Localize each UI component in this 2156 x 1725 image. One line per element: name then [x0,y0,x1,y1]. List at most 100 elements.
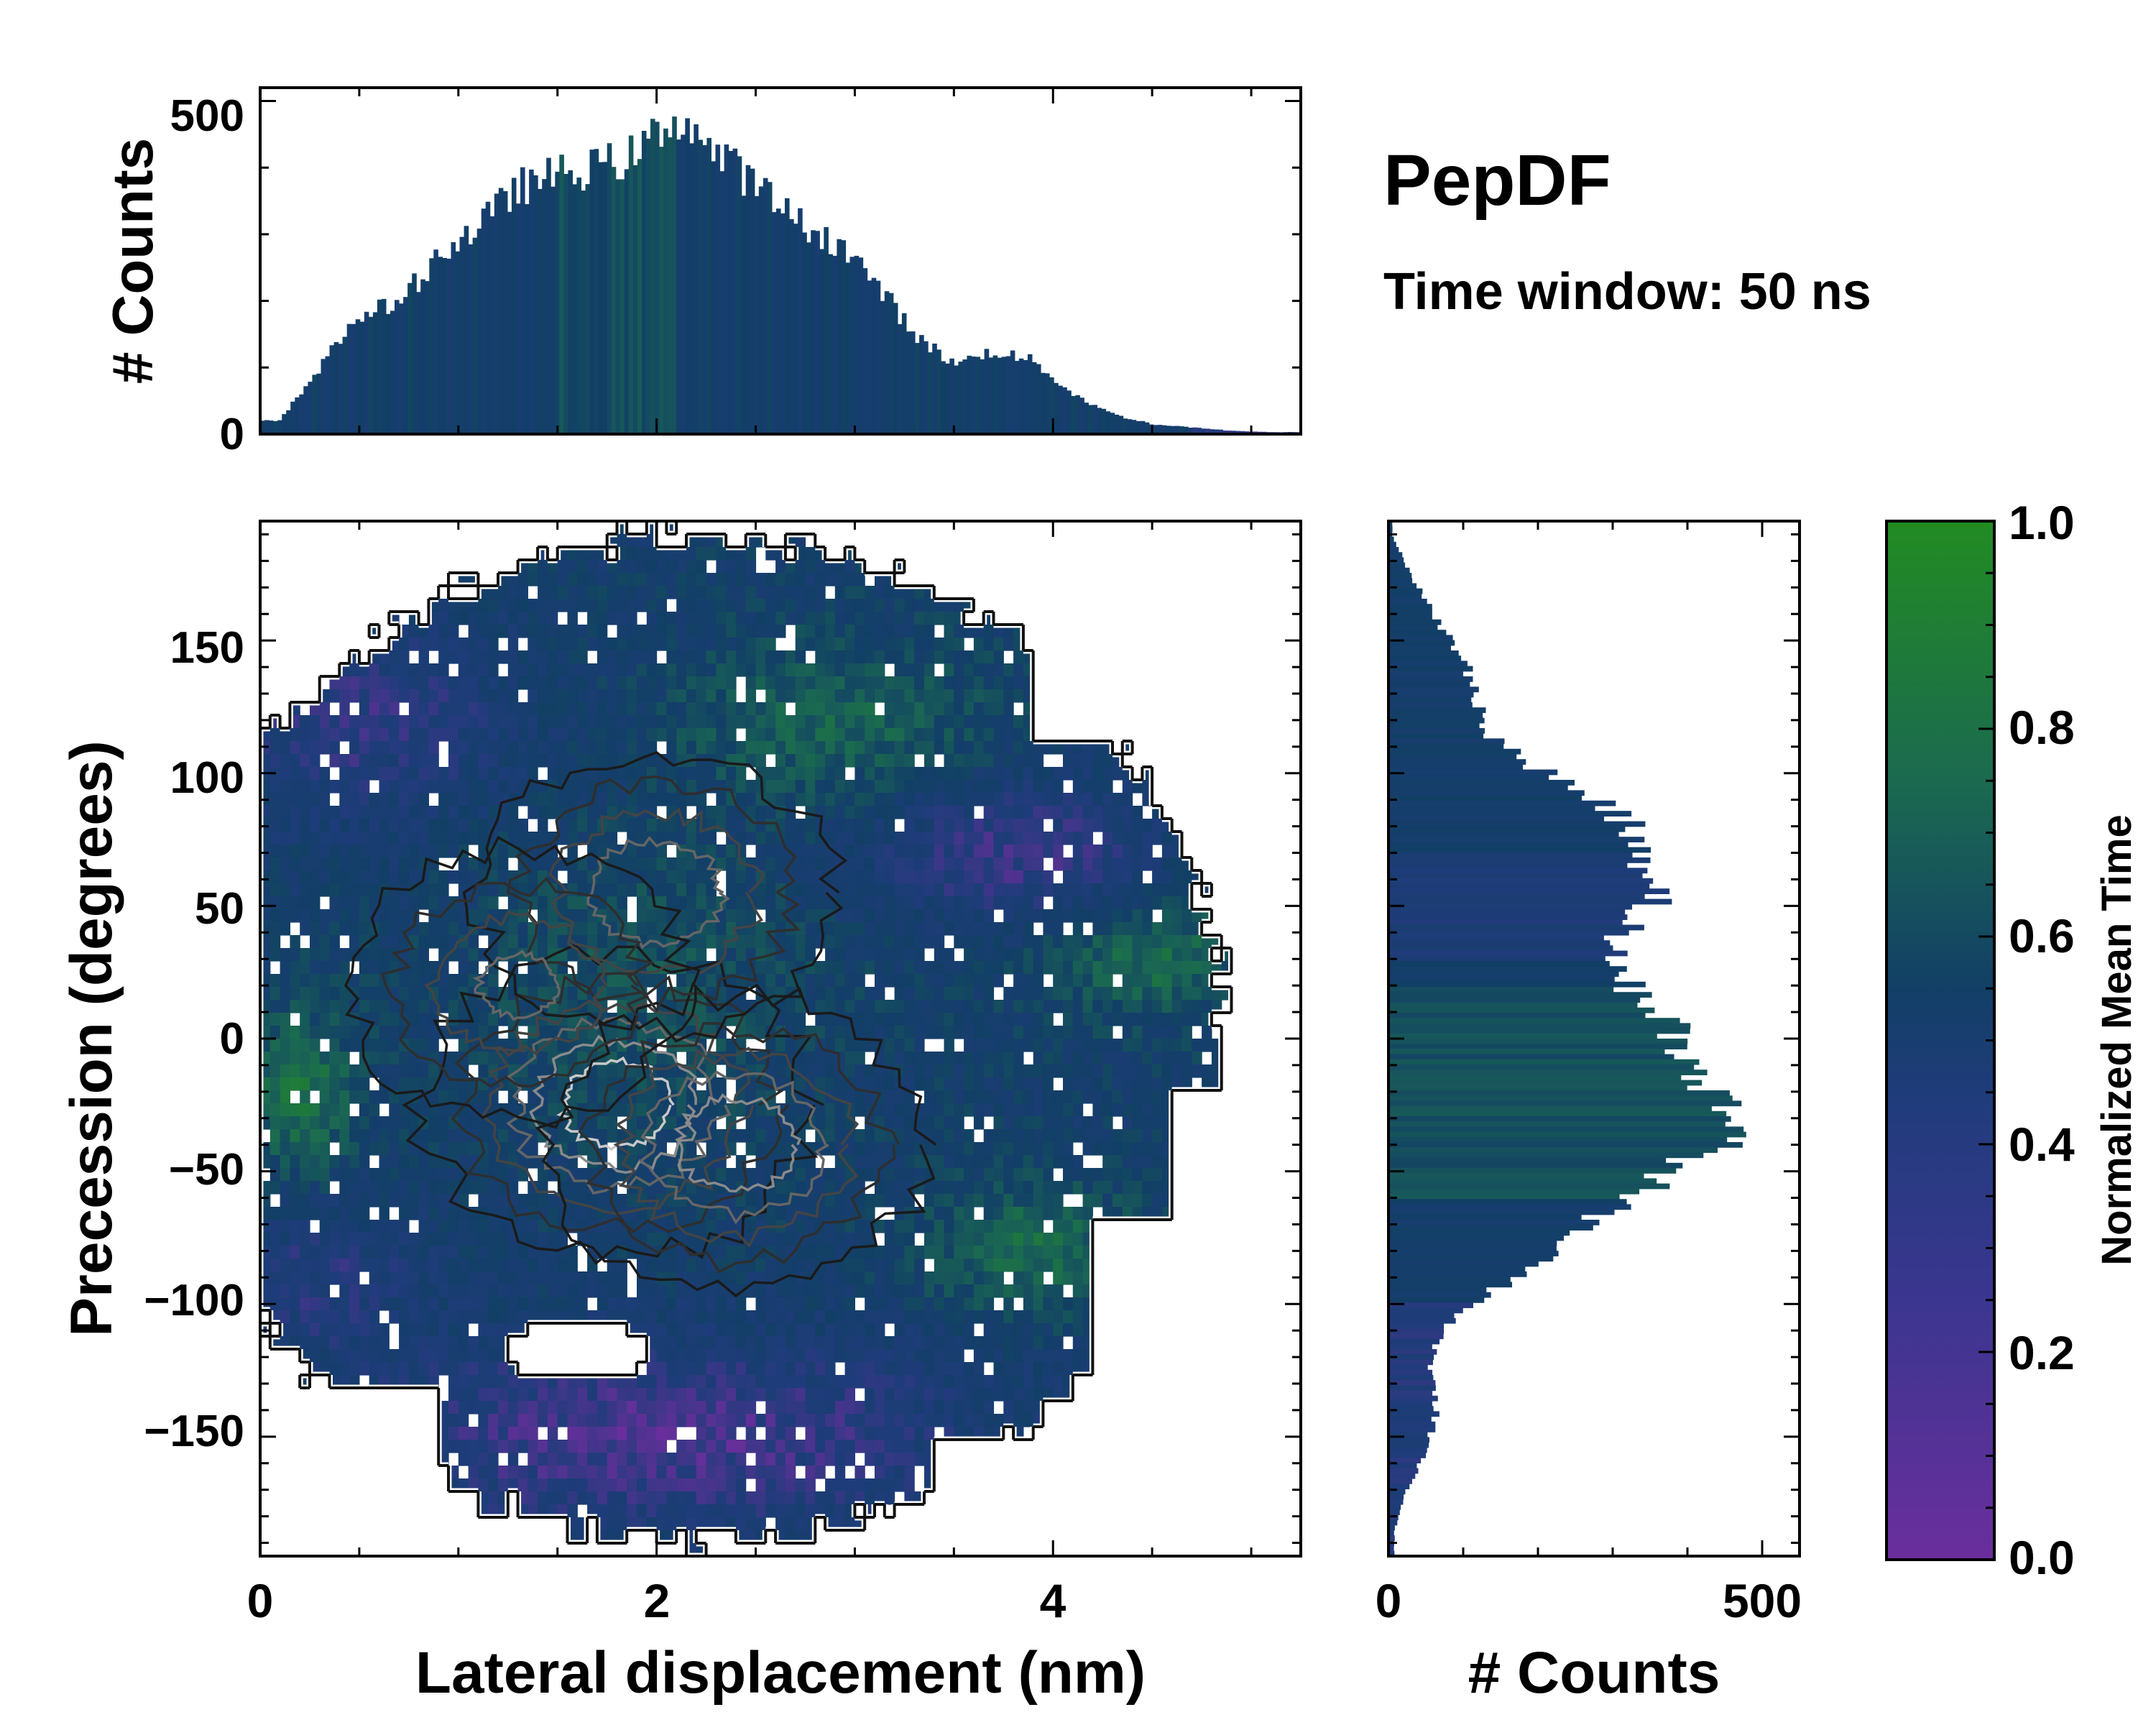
heatmap-cell [359,1129,370,1143]
heatmap-cell [924,1064,935,1078]
heatmap-cell [805,793,816,806]
heatmap-cell [577,909,588,923]
heatmap-cell [934,676,945,690]
heatmap-cell [498,1220,509,1233]
heatmap-cell [319,1284,331,1298]
heatmap-cell [1142,974,1153,988]
heatmap-cell [706,676,717,690]
heatmap-cell [627,534,637,548]
heatmap-cell [795,845,806,858]
heatmap-cell [765,767,776,781]
heatmap-cell [834,883,846,897]
heatmap-cell [676,1207,687,1220]
heatmap-cell [567,612,578,625]
heatmap-cell [993,715,1004,729]
heatmap-cell [884,741,895,755]
heatmap-cell [805,832,816,845]
top-histogram-bar [980,359,985,434]
top-histogram-bar [1188,428,1193,434]
heatmap-cell [1053,896,1064,910]
heatmap-cell [448,1090,459,1104]
heatmap-cell [825,780,836,794]
heatmap-cell [795,560,806,574]
heatmap-cell [1063,896,1074,910]
heatmap-cell [1013,676,1024,690]
heatmap-cell [339,1271,350,1285]
heatmap-cell [1112,1039,1123,1052]
heatmap-cell [280,1194,290,1208]
heatmap-cell [607,1220,618,1233]
heatmap-cell [1053,974,1064,988]
heatmap-cell [924,1052,935,1065]
heatmap-cell [735,883,747,897]
heatmap-cell [468,1297,479,1311]
heatmap-cell [507,676,519,690]
heatmap-cell [914,625,925,638]
heatmap-cell [716,1077,727,1091]
heatmap-cell [349,1246,360,1259]
heatmap-cell [290,909,300,923]
heatmap-cell [755,922,766,936]
heatmap-cell [815,1103,826,1117]
heatmap-cell [696,896,707,910]
heatmap-cell [914,922,925,936]
heatmap-cell [854,896,865,910]
heatmap-cell [587,935,598,949]
heatmap-cell [498,1194,509,1208]
heatmap-cell [458,883,469,897]
heatmap-cell [973,948,985,962]
heatmap-cell [300,883,310,897]
heatmap-cell [716,793,727,806]
heatmap-cell [1092,1142,1103,1156]
heatmap-cell [359,806,370,819]
heatmap-cell [1152,961,1163,975]
heatmap-cell [656,780,667,794]
heatmap-cell [785,935,796,949]
heatmap-cell [745,560,757,574]
heatmap-cell [587,754,598,768]
heatmap-cell [666,625,677,638]
heatmap-cell [1112,1142,1123,1156]
heatmap-cell [993,1077,1004,1091]
heatmap-cell [270,806,281,819]
heatmap-cell [914,909,925,923]
top-histogram-bar [1222,431,1227,434]
heatmap-cell [478,638,489,651]
heatmap-cell [399,767,410,781]
top-histogram-bar [698,139,703,434]
heatmap-cell [716,1039,727,1052]
heatmap-cell [964,1297,975,1311]
heatmap-cell [1043,961,1054,975]
heatmap-cell [428,883,439,897]
heatmap-cell [944,1090,954,1104]
heatmap-cell [428,741,439,755]
heatmap-cell [270,728,281,742]
heatmap-cell [339,1207,350,1220]
heatmap-cell [993,819,1004,832]
heatmap-cell [1023,922,1034,936]
heatmap-cell [458,1271,469,1285]
heatmap-cell [875,870,885,884]
heatmap-cell [607,741,618,755]
heatmap-cell [973,845,985,858]
heatmap-cell [934,819,945,832]
heatmap-cell [934,1077,945,1091]
heatmap-cell [587,974,598,988]
heatmap-cell [300,1168,310,1182]
heatmap-cell [696,702,707,716]
heatmap-cell [478,909,489,923]
heatmap-cell [1013,663,1024,677]
heatmap-cell [369,1026,380,1039]
heatmap-cell [1112,961,1123,975]
heatmap-cell [408,676,420,690]
heatmap-cell [854,767,865,781]
heatmap-cell [1152,1142,1163,1156]
heatmap-cell [735,767,747,781]
top-histogram-bar [399,303,404,434]
heatmap-cell [418,961,429,975]
heatmap-cell [428,1039,439,1052]
heatmap-cell [478,676,489,690]
heatmap-cell [1152,896,1163,910]
heatmap-cell [865,1142,875,1156]
heatmap-cell [894,728,905,742]
